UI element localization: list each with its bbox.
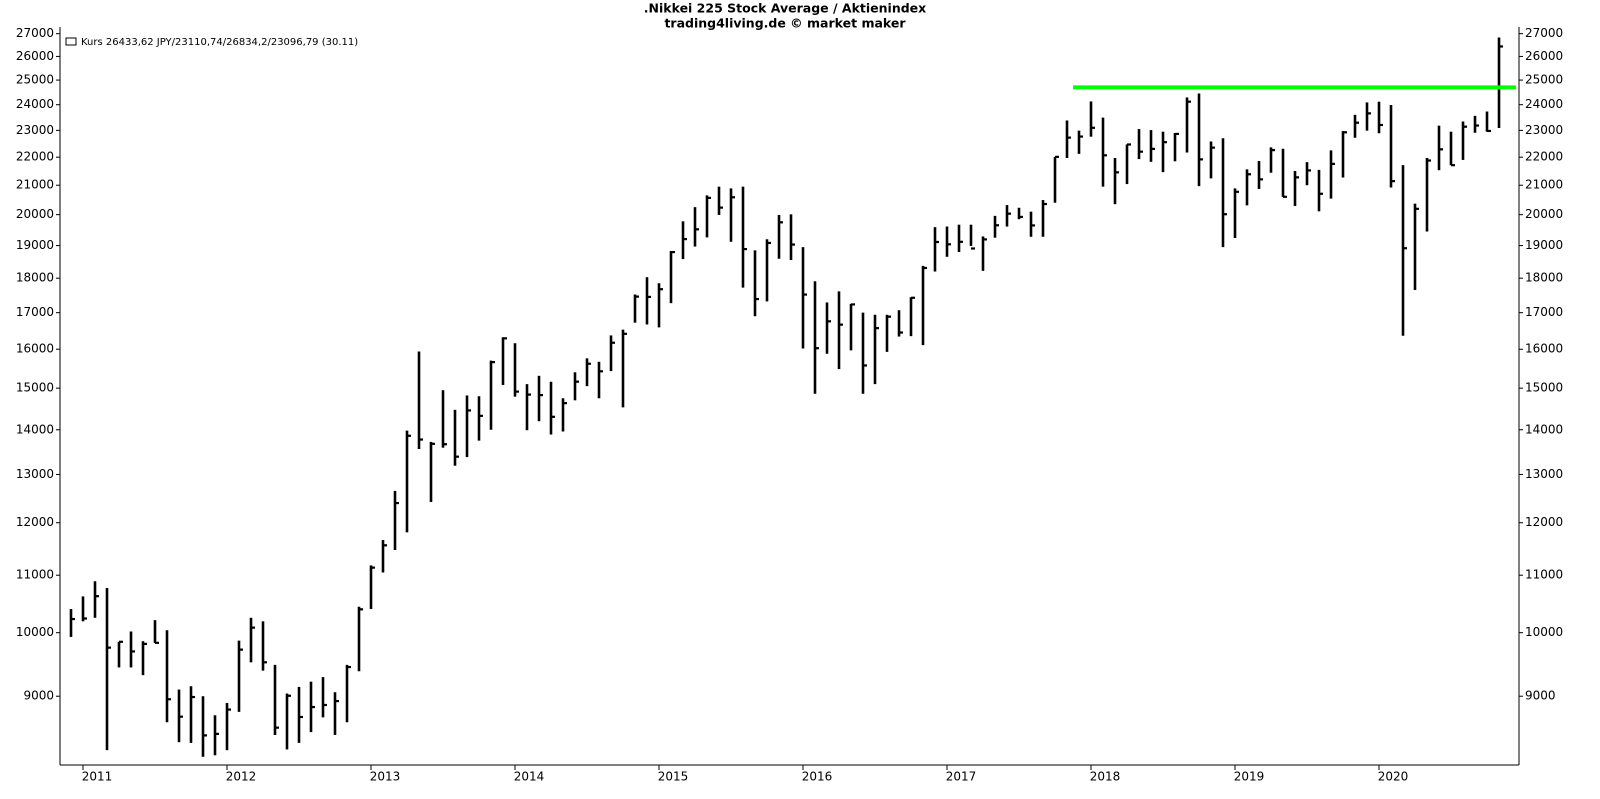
y-tick-label-right: 20000 (1525, 207, 1563, 221)
x-tick-label: 2011 (82, 770, 113, 784)
y-tick-label-right: 22000 (1525, 150, 1563, 164)
y-tick-label-right: 25000 (1525, 73, 1563, 87)
y-tick-label-right: 21000 (1525, 178, 1563, 192)
x-tick-label: 2019 (1234, 770, 1265, 784)
y-tick-label-right: 26000 (1525, 49, 1563, 63)
y-tick-label: 10000 (16, 625, 54, 639)
x-tick-label: 2018 (1090, 770, 1121, 784)
y-tick-label-right: 9000 (1525, 689, 1556, 703)
y-tick-label-right: 15000 (1525, 381, 1563, 395)
y-tick-label-right: 11000 (1525, 568, 1563, 582)
x-tick-label: 2015 (658, 770, 689, 784)
x-tick-label: 2016 (802, 770, 833, 784)
y-tick-label-right: 18000 (1525, 271, 1563, 285)
y-tick-label: 22000 (16, 150, 54, 164)
x-tick-label: 2020 (1378, 770, 1409, 784)
legend-swatch (65, 37, 77, 46)
chart-title: .Nikkei 225 Stock Average / Aktienindex (644, 1, 926, 16)
y-tick-label-right: 16000 (1525, 342, 1563, 356)
y-tick-label: 24000 (16, 97, 54, 111)
y-tick-label: 20000 (16, 207, 54, 221)
legend-text: Kurs 26433,62 JPY/23110,74/26834,2/23096… (81, 37, 358, 48)
y-tick-label: 15000 (16, 381, 54, 395)
x-tick-label: 2012 (226, 770, 257, 784)
y-tick-label-right: 24000 (1525, 97, 1563, 111)
y-tick-label: 23000 (16, 123, 54, 137)
y-tick-label: 9000 (23, 689, 54, 703)
chart-subtitle: trading4living.de © market maker (664, 16, 906, 31)
y-tick-label-right: 14000 (1525, 422, 1563, 436)
y-tick-label: 13000 (16, 467, 54, 481)
y-tick-label-right: 10000 (1525, 625, 1563, 639)
y-tick-label: 14000 (16, 422, 54, 436)
y-tick-label-right: 27000 (1525, 26, 1563, 40)
y-tick-label: 18000 (16, 271, 54, 285)
y-tick-label: 17000 (16, 305, 54, 319)
y-tick-label-right: 17000 (1525, 305, 1563, 319)
y-tick-label: 21000 (16, 178, 54, 192)
y-tick-label: 12000 (16, 515, 54, 529)
y-tick-label: 11000 (16, 568, 54, 582)
y-tick-label-right: 12000 (1525, 515, 1563, 529)
y-tick-label: 19000 (16, 238, 54, 252)
y-tick-label: 26000 (16, 49, 54, 63)
y-tick-label-right: 23000 (1525, 123, 1563, 137)
x-tick-label: 2014 (514, 770, 545, 784)
y-tick-label: 25000 (16, 73, 54, 87)
y-tick-label: 27000 (16, 26, 54, 40)
x-tick-label: 2017 (946, 770, 977, 784)
y-tick-label-right: 13000 (1525, 467, 1563, 481)
y-tick-label-right: 19000 (1525, 238, 1563, 252)
x-tick-label: 2013 (370, 770, 401, 784)
y-tick-label: 16000 (16, 342, 54, 356)
